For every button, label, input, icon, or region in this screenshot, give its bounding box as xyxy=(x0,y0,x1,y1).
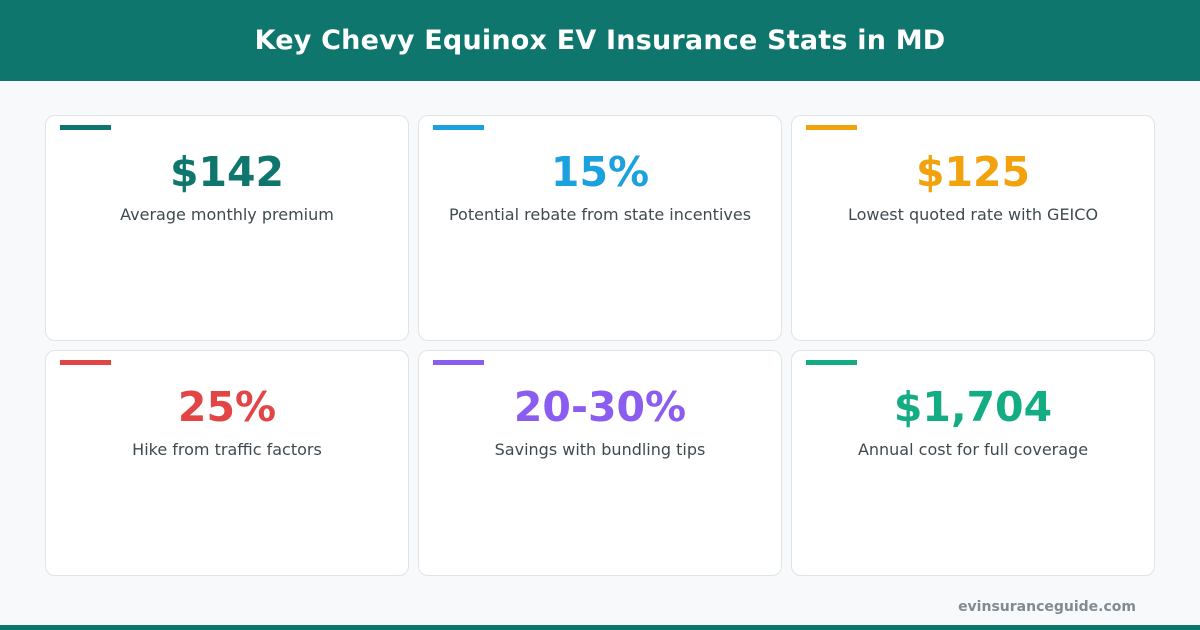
bottom-accent-bar xyxy=(0,625,1200,630)
stat-value: 20-30% xyxy=(513,383,687,431)
stat-value: 15% xyxy=(550,148,650,196)
stat-label: Hike from traffic factors xyxy=(132,440,322,459)
stat-value: $142 xyxy=(169,148,285,196)
card-accent-bar xyxy=(60,360,111,365)
stat-value: $1,704 xyxy=(893,383,1053,431)
stat-label: Annual cost for full coverage xyxy=(857,440,1089,459)
stat-card-rebate: 15% Potential rebate from state incentiv… xyxy=(418,115,782,341)
card-accent-bar xyxy=(806,360,857,365)
card-accent-bar xyxy=(806,125,857,130)
header-banner: Key Chevy Equinox EV Insurance Stats in … xyxy=(0,0,1200,81)
site-url: evinsuranceguide.com xyxy=(958,599,1136,615)
stat-card-annual-cost: $1,704 Annual cost for full coverage xyxy=(791,350,1155,576)
stat-card-traffic-hike: 25% Hike from traffic factors xyxy=(45,350,409,576)
card-accent-bar xyxy=(433,125,484,130)
stat-label: Lowest quoted rate with GEICO xyxy=(847,205,1099,224)
page-title: Key Chevy Equinox EV Insurance Stats in … xyxy=(254,25,946,56)
card-accent-bar xyxy=(60,125,111,130)
stat-card-monthly-premium: $142 Average monthly premium xyxy=(45,115,409,341)
stat-label: Savings with bundling tips xyxy=(494,440,706,459)
stat-card-bundling-savings: 20-30% Savings with bundling tips xyxy=(418,350,782,576)
stat-label: Average monthly premium xyxy=(120,205,334,224)
stat-label: Potential rebate from state incentives xyxy=(448,205,752,224)
stat-value: $125 xyxy=(915,148,1031,196)
stat-value: 25% xyxy=(177,383,277,431)
stats-grid: $142 Average monthly premium 15% Potenti… xyxy=(45,115,1155,576)
stat-card-lowest-rate: $125 Lowest quoted rate with GEICO xyxy=(791,115,1155,341)
card-accent-bar xyxy=(433,360,484,365)
